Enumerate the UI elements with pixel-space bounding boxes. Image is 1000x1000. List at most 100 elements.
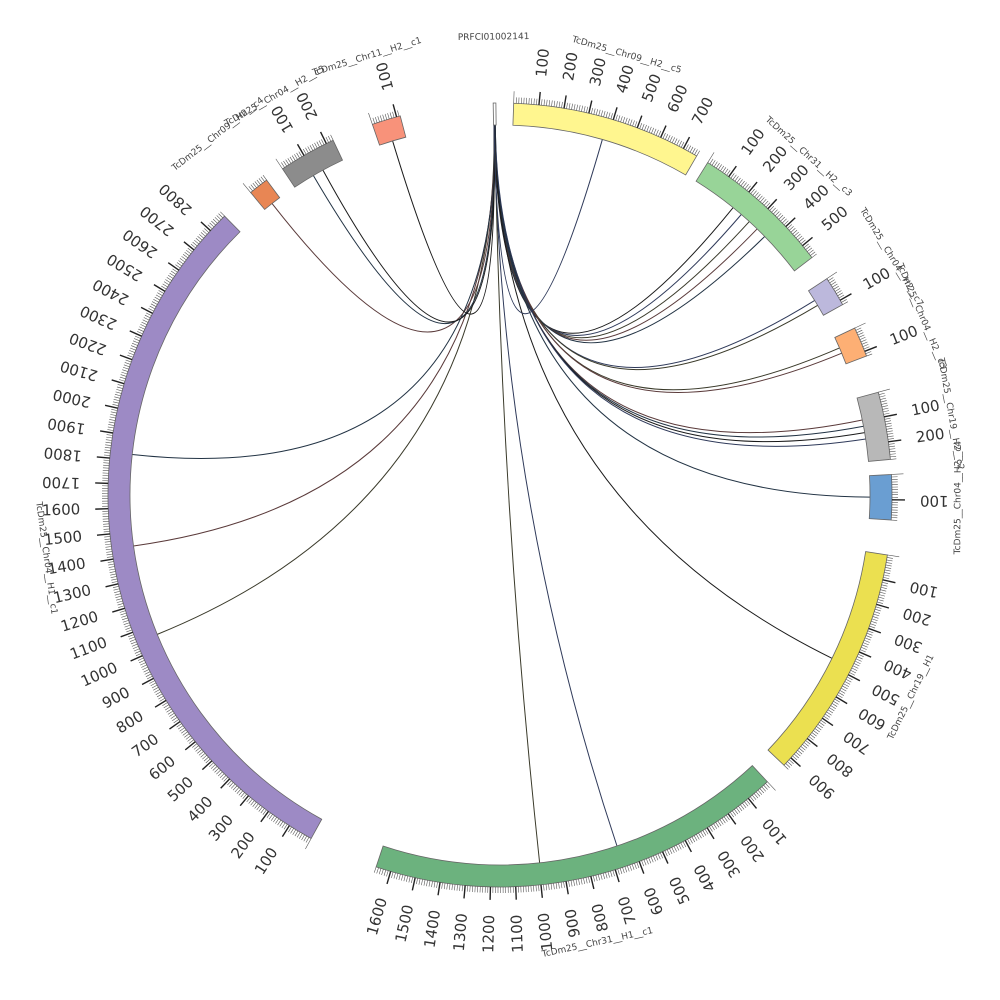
- segment-name-12: PRFCI01002141: [458, 32, 530, 43]
- segment-7: [375, 765, 768, 888]
- segment-0-ticks: [513, 91, 700, 157]
- tick-label: 100: [908, 578, 940, 602]
- tick-label: 700: [128, 730, 162, 761]
- tick-label: 2200: [67, 329, 109, 359]
- major-tick: [99, 430, 114, 434]
- link-8-0: [271, 125, 495, 333]
- tick-label: 500: [638, 71, 665, 104]
- tick-label: 600: [855, 704, 889, 734]
- major-tick: [463, 885, 466, 899]
- major-tick: [748, 181, 758, 193]
- link-6-1: [494, 125, 541, 863]
- major-tick: [515, 886, 517, 900]
- major-tick: [588, 100, 593, 114]
- major-tick: [706, 827, 715, 840]
- tick-label: 1400: [46, 554, 87, 578]
- major-tick: [590, 876, 595, 890]
- tick-label: 1500: [392, 903, 418, 944]
- tick-label: 1500: [43, 527, 83, 549]
- segment-2: [807, 278, 844, 316]
- major-tick: [154, 699, 167, 708]
- tick-label: 1400: [421, 909, 445, 949]
- major-tick: [392, 104, 398, 118]
- segment-11: [371, 115, 407, 146]
- major-tick: [386, 871, 392, 885]
- tick-label: 500: [164, 773, 197, 806]
- tick-label: 600: [664, 82, 692, 116]
- tick-label: 1000: [534, 912, 556, 952]
- major-tick: [638, 861, 645, 874]
- link-9-0: [312, 125, 495, 325]
- tick-label: 900: [99, 683, 133, 712]
- major-tick: [411, 877, 416, 891]
- major-tick: [858, 651, 872, 658]
- tick-label: 100: [860, 264, 894, 294]
- major-tick: [119, 354, 133, 361]
- major-tick: [130, 655, 143, 662]
- major-tick: [167, 262, 180, 271]
- tick-label: 2400: [90, 275, 132, 309]
- tick-label: 100: [910, 396, 942, 419]
- segment-5: [868, 474, 893, 521]
- major-tick: [835, 696, 848, 705]
- link-4-0: [493, 125, 870, 498]
- major-tick: [201, 760, 213, 771]
- major-tick: [612, 107, 618, 120]
- tick-label: 200: [901, 604, 934, 629]
- segment-10: [281, 139, 344, 188]
- major-tick: [563, 95, 567, 109]
- major-tick: [96, 456, 110, 459]
- tick-label: 200: [293, 89, 322, 123]
- tick-label: 1300: [450, 912, 471, 952]
- segment-1: [695, 162, 813, 272]
- major-tick: [661, 851, 669, 864]
- link-10-0: [392, 125, 495, 315]
- tick-label: 1600: [363, 896, 391, 938]
- segment-4-ticks: [878, 388, 901, 460]
- segment-9: [250, 179, 281, 211]
- tick-label: 100: [372, 60, 397, 92]
- tick-label: 600: [145, 752, 179, 784]
- tick-label: 300: [586, 56, 610, 88]
- link-7-1: [133, 125, 496, 547]
- tick-label: 1200: [479, 915, 498, 954]
- link-6-0: [493, 125, 618, 847]
- tick-label: 500: [666, 874, 694, 908]
- link-11-0: [493, 125, 603, 315]
- major-tick: [636, 115, 643, 129]
- segment-3: [834, 327, 868, 365]
- tick-label: 200: [559, 51, 581, 82]
- major-tick: [682, 136, 691, 149]
- major-tick: [839, 293, 852, 301]
- tick-label: 400: [184, 793, 217, 826]
- major-tick: [296, 143, 305, 156]
- major-tick: [437, 882, 441, 896]
- major-tick: [565, 881, 569, 895]
- tick-label: 800: [588, 902, 612, 934]
- major-tick: [169, 720, 181, 730]
- segment-0: [512, 102, 698, 176]
- major-tick: [821, 717, 834, 727]
- tick-label: 200: [759, 142, 791, 176]
- tick-label: 1800: [43, 443, 83, 465]
- major-tick: [260, 810, 270, 823]
- tick-label: 100: [737, 125, 768, 159]
- major-tick: [220, 778, 231, 789]
- tick-label: 1100: [68, 633, 110, 663]
- major-tick: [802, 236, 813, 247]
- major-tick: [281, 825, 290, 837]
- major-tick: [120, 631, 134, 638]
- link-0-1: [493, 125, 742, 336]
- major-tick: [183, 241, 195, 251]
- tick-label: 1100: [507, 914, 527, 953]
- major-tick: [540, 884, 544, 898]
- tick-label: 1200: [59, 607, 101, 635]
- tick-label: 300: [892, 630, 925, 657]
- tick-label: 1600: [42, 500, 81, 519]
- major-tick: [785, 217, 796, 228]
- major-tick: [888, 439, 902, 443]
- major-tick: [104, 404, 118, 409]
- major-tick: [727, 813, 737, 825]
- segments-layer: [107, 102, 893, 888]
